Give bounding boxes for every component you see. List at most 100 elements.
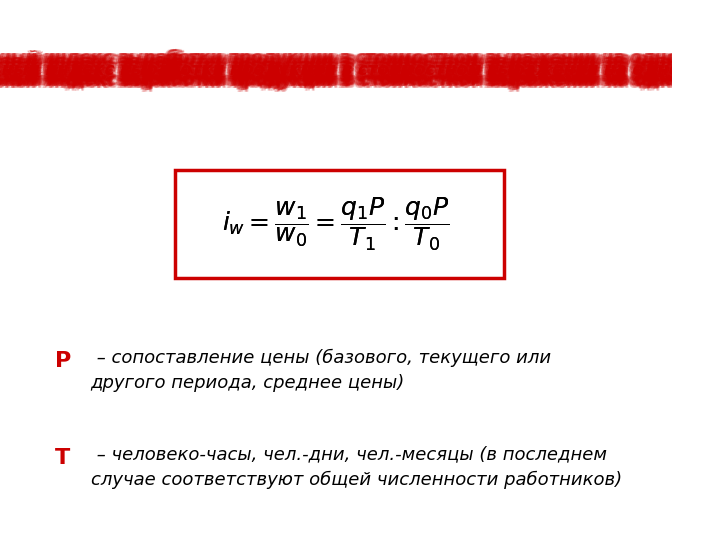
Text: Индивидуальный индекс выработки продукции в стоимостном выражении на одного рабо: Индивидуальный индекс выработки продукци…: [0, 63, 720, 81]
Text: Индивидуальный индекс выработки продукции в стоимостном выражении на одного рабо: Индивидуальный индекс выработки продукци…: [0, 49, 720, 66]
Text: Индивидуальный индекс выработки продукции в стоимостном выражении на одного рабо: Индивидуальный индекс выработки продукци…: [0, 70, 720, 88]
Text: Индивидуальный индекс выработки продукции в стоимостном выражении на одного рабо: Индивидуальный индекс выработки продукци…: [0, 50, 720, 68]
Text: Индивидуальный индекс выработки продукции в стоимостном выражении на одного рабо: Индивидуальный индекс выработки продукци…: [0, 56, 720, 74]
Text: Индивидуальный индекс выработки продукции в стоимостном выражении на одного рабо: Индивидуальный индекс выработки продукци…: [0, 71, 720, 90]
Text: Индивидуальный индекс выработки продукции в стоимостном выражении на одного рабо: Индивидуальный индекс выработки продукци…: [0, 49, 720, 67]
Text: Индивидуальный индекс выработки продукции в стоимостном выражении на одного рабо: Индивидуальный индекс выработки продукци…: [0, 49, 720, 66]
Text: Индивидуальный индекс выработки продукции в стоимостном выражении на одного рабо: Индивидуальный индекс выработки продукци…: [0, 63, 720, 80]
Text: Индивидуальный индекс выработки продукции в стоимостном выражении на одного рабо: Индивидуальный индекс выработки продукци…: [0, 73, 720, 92]
Text: Индивидуальный индекс выработки продукции в стоимостном выражении на одного рабо: Индивидуальный индекс выработки продукци…: [0, 49, 720, 68]
Text: Индивидуальный индекс выработки продукции в стоимостном выражении на одного рабо: Индивидуальный индекс выработки продукци…: [0, 65, 720, 83]
Text: Индивидуальный индекс выработки продукции в стоимостном выражении на одного рабо: Индивидуальный индекс выработки продукци…: [0, 52, 720, 71]
Text: Индивидуальный индекс выработки продукции в стоимостном выражении на одного рабо: Индивидуальный индекс выработки продукци…: [0, 69, 720, 87]
Text: Индивидуальный индекс выработки продукции в стоимостном выражении на одного рабо: Индивидуальный индекс выработки продукци…: [0, 73, 720, 91]
Text: Индивидуальный индекс выработки продукции в стоимостном выражении на одного рабо: Индивидуальный индекс выработки продукци…: [0, 69, 720, 87]
Text: Индивидуальный индекс выработки продукции в стоимостном выражении на одного рабо: Индивидуальный индекс выработки продукци…: [0, 65, 720, 83]
Text: Индивидуальный индекс выработки продукции в стоимостном выражении на одного рабо: Индивидуальный индекс выработки продукци…: [0, 70, 720, 89]
Text: Индивидуальный индекс выработки продукции в стоимостном выражении на одного рабо: Индивидуальный индекс выработки продукци…: [0, 70, 720, 89]
Text: Индивидуальный индекс выработки продукции в стоимостном выражении на одного рабо: Индивидуальный индекс выработки продукци…: [0, 51, 720, 69]
Text: Индивидуальный индекс выработки продукции в стоимостном выражении на одного рабо: Индивидуальный индекс выработки продукци…: [0, 52, 720, 70]
Text: Индивидуальный индекс выработки продукции в стоимостном выражении на одного рабо: Индивидуальный индекс выработки продукци…: [0, 57, 720, 75]
Text: Индивидуальный индекс выработки продукции в стоимостном выражении на одного рабо: Индивидуальный индекс выработки продукци…: [0, 58, 720, 77]
Text: Индивидуальный индекс выработки продукции в стоимостном выражении на одного рабо: Индивидуальный индекс выработки продукци…: [0, 59, 720, 77]
Text: Индивидуальный индекс выработки продукции в стоимостном выражении на одного рабо: Индивидуальный индекс выработки продукци…: [0, 74, 720, 92]
Text: Индивидуальный индекс выработки продукции в стоимостном выражении на одного рабо: Индивидуальный индекс выработки продукци…: [0, 68, 720, 85]
FancyBboxPatch shape: [175, 170, 504, 278]
Text: Индивидуальный индекс выработки продукции в стоимостном выражении на одного рабо: Индивидуальный индекс выработки продукци…: [0, 52, 720, 71]
Text: $\mathbf{P}$: $\mathbf{P}$: [54, 351, 71, 371]
Text: Индивидуальный индекс выработки продукции в стоимостном выражении на одного рабо: Индивидуальный индекс выработки продукци…: [0, 57, 720, 75]
Text: Индивидуальный индекс выработки продукции в стоимостном выражении на одного рабо: Индивидуальный индекс выработки продукци…: [0, 53, 720, 72]
Text: Индивидуальный индекс выработки продукции в стоимостном выражении на одного рабо: Индивидуальный индекс выработки продукци…: [0, 72, 720, 90]
Text: Индивидуальный индекс выработки продукции в стоимостном выражении на одного рабо: Индивидуальный индекс выработки продукци…: [0, 59, 720, 77]
Text: Индивидуальный индекс выработки продукции в стоимостном выражении на одного рабо: Индивидуальный индекс выработки продукци…: [0, 70, 720, 89]
Text: Индивидуальный индекс выработки продукции в стоимостном выражении на одного рабо: Индивидуальный индекс выработки продукци…: [0, 72, 720, 90]
Text: Индивидуальный индекс выработки продукции в стоимостном выражении на одного рабо: Индивидуальный индекс выработки продукци…: [0, 50, 720, 69]
Text: Индивидуальный индекс выработки продукции в стоимостном выражении на одного рабо: Индивидуальный индекс выработки продукци…: [0, 68, 720, 86]
Text: Индивидуальный индекс выработки продукции в стоимостном выражении на одного рабо: Индивидуальный индекс выработки продукци…: [0, 68, 720, 86]
Text: Индивидуальный индекс выработки продукции в стоимостном выражении на одного рабо: Индивидуальный индекс выработки продукци…: [0, 68, 720, 86]
Text: Индивидуальный индекс выработки продукции в стоимостном выражении на одного рабо: Индивидуальный индекс выработки продукци…: [0, 72, 720, 90]
Text: $i_{w} = \dfrac{w_1}{w_0} = \dfrac{q_1 P}{T_1} : \dfrac{q_0 P}{T_0}$: $i_{w} = \dfrac{w_1}{w_0} = \dfrac{q_1 P…: [222, 195, 449, 253]
Text: Индивидуальный индекс выработки продукции в стоимостном выражении на одного рабо: Индивидуальный индекс выработки продукци…: [0, 63, 720, 81]
Text: Индивидуальный индекс выработки продукции в стоимостном выражении на одного рабо: Индивидуальный индекс выработки продукци…: [0, 73, 720, 92]
Text: Индивидуальный индекс выработки продукции в стоимостном выражении на одного рабо: Индивидуальный индекс выработки продукци…: [0, 52, 720, 71]
Text: Индивидуальный индекс выработки продукции в стоимостном выражении на одного рабо: Индивидуальный индекс выработки продукци…: [0, 67, 720, 85]
Text: Индивидуальный индекс выработки продукции в стоимостном выражении на одного рабо: Индивидуальный индекс выработки продукци…: [0, 50, 720, 69]
Text: Индивидуальный индекс выработки продукции в стоимостном выражении на одного рабо: Индивидуальный индекс выработки продукци…: [0, 55, 720, 73]
Text: Индивидуальный индекс выработки продукции в стоимостном выражении на одного рабо: Индивидуальный индекс выработки продукци…: [0, 63, 720, 81]
Text: Индивидуальный индекс выработки продукции в стоимостном выражении на одного рабо: Индивидуальный индекс выработки продукци…: [0, 58, 720, 76]
Text: Индивидуальный индекс выработки продукции в стоимостном выражении на одного рабо: Индивидуальный индекс выработки продукци…: [0, 74, 720, 92]
Text: Индивидуальный индекс выработки продукции в стоимостном выражении на одного рабо: Индивидуальный индекс выработки продукци…: [0, 49, 720, 67]
Text: Индивидуальный индекс выработки продукции в стоимостном выражении на одного рабо: Индивидуальный индекс выработки продукци…: [0, 53, 720, 72]
Text: Индивидуальный индекс выработки продукции в стоимостном выражении на одного рабо: Индивидуальный индекс выработки продукци…: [0, 61, 720, 79]
Text: Индивидуальный индекс выработки продукции в стоимостном выражении на одного рабо: Индивидуальный индекс выработки продукци…: [0, 53, 720, 72]
Text: Индивидуальный индекс выработки продукции в стоимостном выражении на одного рабо: Индивидуальный индекс выработки продукци…: [0, 49, 720, 68]
Text: Индивидуальный индекс выработки продукции в стоимостном выражении на одного рабо: Индивидуальный индекс выработки продукци…: [0, 58, 720, 76]
Text: Индивидуальный индекс выработки продукции в стоимостном выражении на одного рабо: Индивидуальный индекс выработки продукци…: [0, 54, 720, 72]
Text: Индивидуальный индекс выработки продукции в стоимостном выражении на одного рабо: Индивидуальный индекс выработки продукци…: [0, 66, 720, 85]
Text: Индивидуальный индекс выработки продукции в стоимостном выражении на одного рабо: Индивидуальный индекс выработки продукци…: [0, 61, 720, 79]
Text: Индивидуальный индекс выработки продукции в стоимостном выражении на одного рабо: Индивидуальный индекс выработки продукци…: [0, 69, 720, 86]
Text: Индивидуальный индекс выработки продукции в стоимостном выражении на одного рабо: Индивидуальный индекс выработки продукци…: [0, 59, 720, 78]
Text: Индивидуальный индекс выработки продукции в стоимостном выражении на одного рабо: Индивидуальный индекс выработки продукци…: [0, 71, 720, 89]
Text: Индивидуальный индекс выработки продукции в стоимостном выражении на одного рабо: Индивидуальный индекс выработки продукци…: [0, 62, 720, 80]
Text: Индивидуальный индекс выработки продукции в стоимостном выражении на одного рабо: Индивидуальный индекс выработки продукци…: [0, 58, 720, 77]
Text: Индивидуальный индекс выработки продукции в стоимостном выражении на одного рабо: Индивидуальный индекс выработки продукци…: [0, 73, 720, 92]
Text: Индивидуальный индекс выработки продукции в стоимостном выражении на одного рабо: Индивидуальный индекс выработки продукци…: [0, 70, 720, 88]
Text: – человеко-часы, чел.-дни, чел.-месяцы (в последнем
случае соответствуют общей ч: – человеко-часы, чел.-дни, чел.-месяцы (…: [91, 446, 622, 489]
Text: Индивидуальный индекс выработки продукции в стоимостном выражении на одного рабо: Индивидуальный индекс выработки продукци…: [0, 56, 720, 75]
Text: Индивидуальный индекс выработки продукции в стоимостном выражении на одного рабо: Индивидуальный индекс выработки продукци…: [0, 71, 720, 89]
Text: Индивидуальный индекс выработки продукции в стоимостном выражении на одного рабо: Индивидуальный индекс выработки продукци…: [0, 73, 720, 92]
Text: Индивидуальный индекс выработки продукции в стоимостном выражении на одного рабо: Индивидуальный индекс выработки продукци…: [0, 57, 720, 75]
Text: Индивидуальный индекс выработки продукции в стоимостном выражении на одного рабо: Индивидуальный индекс выработки продукци…: [0, 53, 720, 71]
Text: Индивидуальный индекс выработки продукции в стоимостном выражении на одного рабо: Индивидуальный индекс выработки продукци…: [0, 72, 720, 90]
Text: Индивидуальный индекс выработки продукции в стоимостном выражении на одного рабо: Индивидуальный индекс выработки продукци…: [0, 50, 720, 69]
Text: Индивидуальный индекс выработки продукции в стоимостном выражении на одного рабо: Индивидуальный индекс выработки продукци…: [0, 71, 720, 89]
Text: Индивидуальный индекс выработки продукции в стоимостном выражении на одного рабо: Индивидуальный индекс выработки продукци…: [0, 49, 720, 68]
Text: Индивидуальный индекс выработки продукции в стоимостном выражении на одного рабо: Индивидуальный индекс выработки продукци…: [0, 58, 720, 77]
Text: $\mathbf{T}$: $\mathbf{T}$: [54, 448, 71, 468]
Text: Индивидуальный индекс выработки продукции в стоимостном выражении на одного рабо: Индивидуальный индекс выработки продукци…: [0, 72, 720, 90]
Text: Индивидуальный индекс выработки продукции в стоимостном выражении на одного рабо: Индивидуальный индекс выработки продукци…: [0, 66, 720, 85]
Text: Индивидуальный индекс выработки продукции в стоимостном выражении на одного рабо: Индивидуальный индекс выработки продукци…: [0, 64, 720, 82]
Text: Индивидуальный индекс выработки продукции в стоимостном выражении на одного рабо: Индивидуальный индекс выработки продукци…: [0, 62, 720, 80]
Text: Индивидуальный индекс выработки продукции в стоимостном выражении на одного рабо: Индивидуальный индекс выработки продукци…: [0, 72, 720, 91]
Text: Индивидуальный индекс выработки продукции в стоимостном выражении на одного рабо: Индивидуальный индекс выработки продукци…: [0, 61, 720, 79]
Text: Индивидуальный индекс выработки продукции в стоимостном выражении на одного рабо: Индивидуальный индекс выработки продукци…: [0, 53, 720, 72]
Text: Индивидуальный индекс выработки продукции в стоимостном выражении на одного рабо: Индивидуальный индекс выработки продукци…: [0, 52, 720, 70]
Text: Индивидуальный индекс выработки продукции в стоимостном выражении на одного рабо: Индивидуальный индекс выработки продукци…: [0, 57, 720, 76]
Text: Индивидуальный индекс выработки продукции в стоимостном выражении на одного рабо: Индивидуальный индекс выработки продукци…: [0, 71, 720, 89]
Text: Индивидуальный индекс выработки продукции в стоимостном выражении на одного рабо: Индивидуальный индекс выработки продукци…: [0, 51, 720, 70]
Text: Индивидуальный индекс выработки продукции в стоимостном выражении на одного рабо: Индивидуальный индекс выработки продукци…: [0, 53, 720, 71]
Text: Индивидуальный индекс выработки продукции в стоимостном выражении на одного рабо: Индивидуальный индекс выработки продукци…: [0, 62, 720, 79]
Text: Индивидуальный индекс выработки продукции в стоимостном выражении на одного рабо: Индивидуальный индекс выработки продукци…: [0, 71, 720, 90]
Text: Индивидуальный индекс выработки продукции в стоимостном выражении на одного рабо: Индивидуальный индекс выработки продукци…: [0, 49, 720, 66]
Text: Индивидуальный индекс выработки продукции в стоимостном выражении на одного рабо: Индивидуальный индекс выработки продукци…: [0, 66, 720, 84]
Text: Индивидуальный индекс выработки продукции в стоимостном выражении на одного рабо: Индивидуальный индекс выработки продукци…: [0, 64, 720, 83]
Text: Индивидуальный индекс выработки продукции в стоимостном выражении на одного рабо: Индивидуальный индекс выработки продукци…: [0, 66, 720, 84]
Text: Индивидуальный индекс выработки продукции в стоимостном выражении на одного рабо: Индивидуальный индекс выработки продукци…: [0, 71, 720, 89]
Text: Индивидуальный индекс выработки продукции в стоимостном выражении на одного рабо: Индивидуальный индекс выработки продукци…: [0, 49, 720, 67]
Text: Индивидуальный индекс выработки продукции в стоимостном выражении на одного рабо: Индивидуальный индекс выработки продукци…: [0, 59, 720, 78]
Text: $i_{w} = \dfrac{w_1}{w_0} = \dfrac{q_1 P}{T_1} : \dfrac{q_0 P}{T_0}$: $i_{w} = \dfrac{w_1}{w_0} = \dfrac{q_1 P…: [222, 195, 449, 253]
